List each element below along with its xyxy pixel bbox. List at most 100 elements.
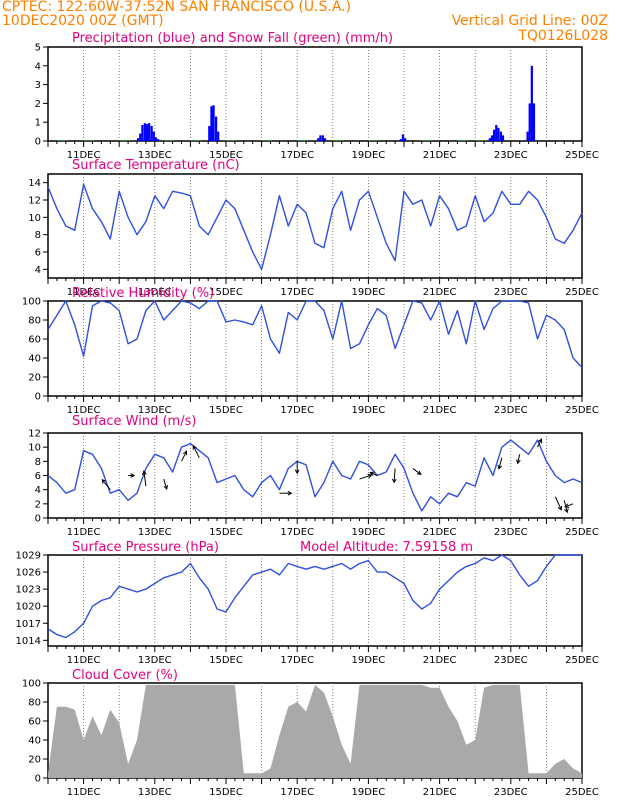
wind-arrow-head <box>391 478 397 484</box>
temp-y-tick-label: 6 <box>35 248 41 259</box>
precip-precip-bar <box>401 134 405 141</box>
wind-arrow <box>101 479 111 490</box>
wind-arrow <box>143 471 147 487</box>
precip-precip-bar <box>499 131 502 141</box>
precip-x-tick-label: 15DEC <box>209 150 243 161</box>
wind-arrow-head <box>101 478 107 484</box>
precip-x-tick-label: 25DEC <box>565 150 599 161</box>
wind-arrow-head <box>192 444 197 450</box>
cloud-y-tick-label: 80 <box>28 698 41 709</box>
wind-arrow <box>412 468 422 475</box>
precip-x-tick-label: 19DEC <box>352 150 386 161</box>
temp-y-tick-label: 10 <box>28 213 41 224</box>
rh-y-tick-label: 80 <box>28 316 41 327</box>
cloud-y-tick-label: 60 <box>28 717 41 728</box>
wind-x-tick-label: 23DEC <box>494 527 528 538</box>
wind-y-tick-label: 0 <box>35 514 41 525</box>
pressure-x-tick-label: 21DEC <box>423 655 457 666</box>
cloud-x-tick-label: 17DEC <box>280 787 314 798</box>
precip-precip-bar <box>139 133 142 141</box>
wind-x-tick-label: 17DEC <box>280 527 314 538</box>
precip-precip-bar <box>532 103 536 141</box>
wind-y-tick-label: 6 <box>35 471 41 482</box>
pressure-x-tick-label: 11DEC <box>67 655 101 666</box>
wind-arrow <box>192 445 200 459</box>
header-grid-line: Vertical Grid Line: 00Z <box>451 13 608 29</box>
wind-arrow-head <box>367 473 373 479</box>
wind-x-tick-label: 25DEC <box>565 527 599 538</box>
precip-plot-frame <box>47 46 583 142</box>
precip-x-tick-label: 23DEC <box>494 150 528 161</box>
precip-precip-bar <box>217 131 220 141</box>
precip-y-tick-label: 0 <box>35 137 41 148</box>
wind-arrow-head <box>142 470 147 476</box>
precip-precip-bar <box>152 131 155 141</box>
rh-y-tick-label: 100 <box>22 297 41 308</box>
temp-series-line <box>47 183 583 270</box>
precip-precip-bar <box>317 138 320 141</box>
cloud-x-tick-label: 13DEC <box>138 787 172 798</box>
wind-arrow <box>554 496 562 510</box>
temp-x-tick-label: 21DEC <box>423 287 457 298</box>
cloud-y-tick-label: 0 <box>35 774 41 785</box>
wind-y-tick-label: 12 <box>28 429 41 440</box>
temp-y-tick-label: 4 <box>35 265 41 276</box>
rh-y-tick-label: 0 <box>35 392 41 403</box>
wind-arrow-head <box>416 470 422 476</box>
wind-arrow-head <box>557 505 563 511</box>
precip-x-tick-label: 11DEC <box>67 150 101 161</box>
pressure-title: Surface Pressure (hPa) <box>72 540 219 555</box>
precip-precip-bar <box>495 125 498 141</box>
rh-y-tick-label: 40 <box>28 354 41 365</box>
cloud-x-tick-label: 25DEC <box>565 787 599 798</box>
precip-precip-bar <box>399 139 402 141</box>
pressure-x-tick-label: 19DEC <box>352 655 386 666</box>
temp-x-tick-label: 11DEC <box>67 287 101 298</box>
cloud-x-tick-label: 21DEC <box>423 787 457 798</box>
wind-arrow <box>181 451 187 462</box>
wind-arrow-head <box>294 469 300 475</box>
pressure-y-tick-label: 1026 <box>16 568 41 579</box>
precip-precip-bar <box>488 138 491 141</box>
temp-x-tick-label: 13DEC <box>138 287 172 298</box>
rh-x-tick-label: 13DEC <box>138 405 172 416</box>
wind-arrow-head <box>516 459 521 465</box>
precip-precip-bar <box>141 125 144 141</box>
wind-arrow-head <box>564 508 569 514</box>
pressure-x-tick-label: 15DEC <box>209 655 243 666</box>
precip-precip-bar <box>156 139 160 141</box>
rh-title: Relative Humidity (%) <box>72 286 214 301</box>
wind-arrow <box>393 468 396 483</box>
pressure-x-tick-label: 17DEC <box>280 655 314 666</box>
wind-arrow-head <box>537 438 543 444</box>
precip-precip-bar <box>528 103 531 141</box>
wind-arrow-head <box>163 484 168 491</box>
rh-x-tick-label: 21DEC <box>423 405 457 416</box>
precip-precip-bar <box>501 135 505 141</box>
wind-title: Surface Wind (m/s) <box>72 414 196 429</box>
rh-x-tick-label: 15DEC <box>209 405 243 416</box>
cloud-y-tick-label: 100 <box>22 679 41 690</box>
pressure-y-tick-label: 1017 <box>16 619 41 630</box>
wind-arrow <box>537 438 542 448</box>
wind-arrow-head <box>287 490 293 496</box>
cloud-x-tick-label: 19DEC <box>352 787 386 798</box>
precip-y-tick-label: 3 <box>35 80 41 91</box>
precip-x-tick-label: 21DEC <box>423 150 457 161</box>
wind-arrow-head <box>369 471 375 476</box>
precip-precip-bar <box>526 131 529 141</box>
precip-precip-bar <box>212 105 215 141</box>
precip-precip-bar <box>148 123 151 141</box>
cloud-x-tick-label: 11DEC <box>67 787 101 798</box>
pressure-y-tick-label: 1014 <box>16 636 41 647</box>
precip-precip-bar <box>404 138 407 141</box>
pressure-y-tick-label: 1020 <box>16 602 41 613</box>
precip-precip-bar <box>208 125 211 141</box>
rh-x-tick-label: 23DEC <box>494 405 528 416</box>
pressure-x-tick-label: 23DEC <box>494 655 528 666</box>
wind-arrow-head <box>497 464 503 470</box>
wind-arrow <box>359 474 372 480</box>
wind-arrow <box>498 457 503 469</box>
precip-precip-bar <box>214 116 218 141</box>
